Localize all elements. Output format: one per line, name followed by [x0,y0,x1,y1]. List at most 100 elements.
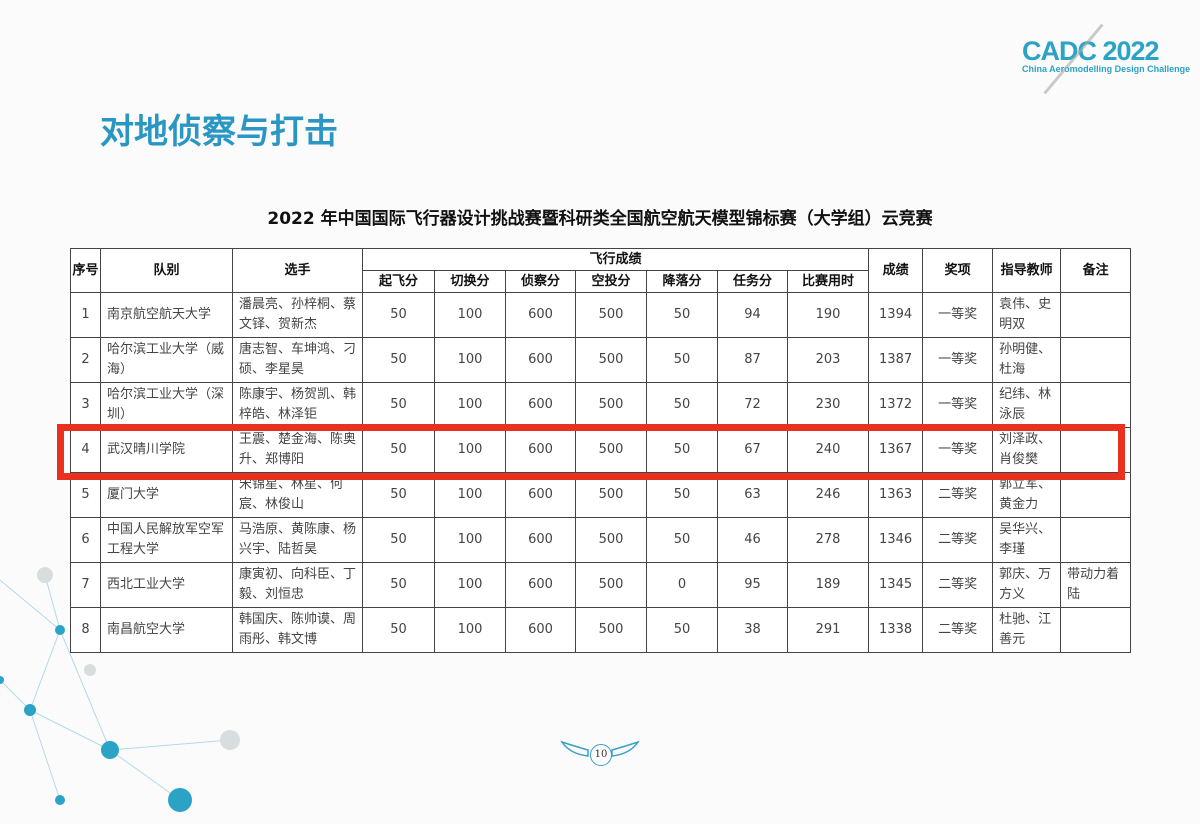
cell-switch: 100 [434,607,506,653]
logo-text: CADC 2022 [1022,36,1160,66]
cell-landing: 50 [646,517,718,563]
cell-no: 2 [70,337,101,383]
network-decoration [0,567,240,812]
results-table: 序号 队别 选手 飞行成绩 成绩 奖项 指导教师 备注 起飞分 切换分 侦察分 空投分… [70,248,1132,653]
cell-score: 1367 [868,427,924,473]
cell-award: 二等奖 [922,607,994,653]
cell-recon: 600 [505,607,576,653]
cell-landing: 50 [646,292,718,338]
wings-icon [560,740,640,757]
cell-switch: 100 [434,292,506,338]
header-sub: 起飞分 [362,270,435,293]
page-number: 10 [590,744,612,766]
cell-players: 唐志智、车坤鸿、刁硕、李星昊 [232,337,363,383]
cell-players: 马浩原、黄陈康、杨兴宇、陆哲昊 [232,517,363,563]
header-sub: 侦察分 [505,270,576,293]
cell-award: 一等奖 [922,427,994,473]
cell-score: 1338 [868,607,924,653]
table-row: 3 哈尔滨工业大学（深圳） 陈康宇、杨贺凯、韩梓皓、林泽钜 50 100 600 500 50… [70,382,1132,428]
table-row: 2 哈尔滨工业大学（威海） 唐志智、车坤鸿、刁硕、李星昊 50 100 600 500 50 8… [70,337,1132,383]
cell-award: 一等奖 [922,337,994,383]
cell-task: 72 [717,382,788,428]
header-sub: 比赛用时 [786,270,870,293]
cell-takeoff: 50 [362,562,435,608]
cell-remark [1060,607,1132,653]
cell-takeoff: 50 [362,607,435,653]
cell-switch: 100 [434,562,506,608]
cell-switch: 100 [434,427,506,473]
cell-award: 一等奖 [922,292,994,338]
cell-task: 38 [717,607,788,653]
header-players: 选手 [232,248,363,293]
header-score: 成绩 [868,248,924,293]
cell-switch: 100 [434,517,506,563]
cell-players: 潘晨亮、孙梓桐、蔡文铎、贺新杰 [232,292,363,338]
cell-no: 6 [70,517,101,563]
cell-team: 武汉晴川学院 [100,427,233,473]
cell-recon: 600 [505,382,576,428]
cell-airdrop: 500 [575,337,647,383]
cell-advisor: 郭庆、万方义 [992,562,1062,608]
header-sub: 任务分 [717,270,788,293]
cell-advisor: 孙明健、杜海 [992,337,1062,383]
cell-time: 230 [786,382,870,428]
cell-task: 46 [717,517,788,563]
cell-task: 67 [717,427,788,473]
header-advisor: 指导教师 [992,248,1062,293]
cell-recon: 600 [505,517,576,563]
header-flight: 飞行成绩 [361,248,870,271]
cell-switch: 100 [434,382,506,428]
page-number-badge: 10 [560,736,640,776]
cell-no: 8 [70,607,101,653]
table-row: 6 中国人民解放军空军工程大学 马浩原、黄陈康、杨兴宇、陆哲昊 50 100 600 500… [70,517,1132,563]
cell-task: 87 [717,337,788,383]
cell-takeoff: 50 [362,517,435,563]
cell-players: 陈康宇、杨贺凯、韩梓皓、林泽钜 [232,382,363,428]
cell-landing: 0 [646,562,718,608]
cell-score: 1346 [868,517,924,563]
cadc-logo: CADC 2022 China Aeromodelling Design Cha… [1022,23,1190,95]
table-title: 2022 年中国国际飞行器设计挑战赛暨科研类全国航空航天模型锦标赛（大学组）云竞… [267,209,933,229]
cell-advisor: 刘泽政、肖俊樊 [992,427,1062,473]
cell-score: 1387 [868,337,924,383]
cell-advisor: 吴华兴、李瑾 [992,517,1062,563]
cell-advisor: 袁伟、史明双 [992,292,1062,338]
header-sub: 空投分 [575,270,647,293]
cell-time: 278 [786,517,870,563]
cell-takeoff: 50 [362,382,435,428]
cell-team: 中国人民解放军空军工程大学 [100,517,233,563]
cell-remark [1060,337,1132,383]
cell-time: 190 [786,292,870,338]
table-row: 7 西北工业大学 康寅初、向科臣、丁毅、刘恒忠 50 100 600 500 0 95 189 13… [70,562,1132,608]
cell-remark [1060,517,1132,563]
cell-time: 291 [786,607,870,653]
cell-takeoff: 50 [362,337,435,383]
cell-award: 二等奖 [922,562,994,608]
cell-airdrop: 500 [575,562,647,608]
cell-recon: 600 [505,337,576,383]
cell-advisor: 杜驰、江善元 [992,607,1062,653]
table-row: 4 武汉晴川学院 王震、楚金海、陈奥升、郑博阳 50 100 600 500 50 67 240 1… [70,427,1132,473]
cell-airdrop: 500 [575,292,647,338]
cell-players: 王震、楚金海、陈奥升、郑博阳 [232,427,363,473]
cell-time: 203 [786,337,870,383]
cell-no: 1 [70,292,101,338]
header-team: 队别 [100,248,233,293]
cell-recon: 600 [505,562,576,608]
cell-remark: 带动力着陆 [1060,562,1132,608]
cell-players: 韩国庆、陈帅谟、周雨彤、韩文博 [232,607,363,653]
header-remark: 备注 [1060,248,1132,293]
cell-advisor: 纪纬、林泳辰 [992,382,1062,428]
cell-remark [1060,382,1132,428]
header-sub: 降落分 [646,270,718,293]
cell-score: 1345 [868,562,924,608]
table-row: 5 厦门大学 宋锦星、林星、何宸、林俊山 50 100 600 500 50 63 246 1363… [70,472,1132,518]
header-award: 奖项 [922,248,994,293]
cell-remark [1060,292,1132,338]
cell-airdrop: 500 [575,517,647,563]
cell-task: 95 [717,562,788,608]
cell-takeoff: 50 [362,292,435,338]
cell-players: 康寅初、向科臣、丁毅、刘恒忠 [232,562,363,608]
header-no: 序号 [70,248,101,293]
cell-recon: 600 [505,292,576,338]
